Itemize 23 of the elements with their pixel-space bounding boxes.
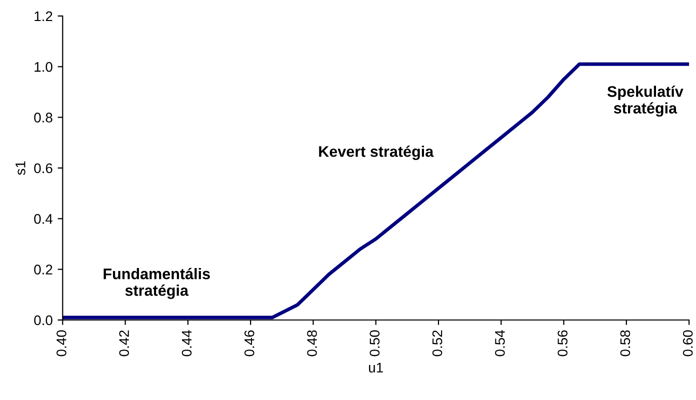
x-tick-label: 0.46	[244, 330, 254, 356]
x-tick-label: 0.54	[495, 330, 505, 356]
x-axis-title: u1	[369, 362, 383, 373]
y-axis-title: s1	[16, 161, 26, 175]
y-tick-label: 0.4	[34, 214, 53, 224]
y-tick-label: 0.6	[34, 163, 52, 174]
x-tick-label: 0.44	[182, 330, 192, 356]
x-tick-label: 0.42	[119, 330, 130, 356]
x-tick-label: 0.48	[307, 330, 317, 356]
y-tick-label: 0.2	[34, 264, 52, 275]
x-tick-label: 0.58	[620, 330, 630, 356]
x-tick-label: 0.52	[432, 330, 442, 356]
annotation: Fundamentális stratégia	[104, 268, 210, 299]
y-tick-label: 1.0	[34, 62, 52, 72]
x-tick-label: 0.40	[56, 330, 66, 356]
y-tick-label: 1.2	[34, 11, 52, 22]
x-tick-label: 0.60	[682, 330, 693, 356]
y-tick-label: 0.0	[34, 315, 52, 326]
x-tick-label: 0.56	[558, 330, 568, 356]
x-tick-label: 0.50	[370, 330, 380, 356]
y-tick-label: 0.8	[34, 112, 52, 123]
annotation: Spekulatív stratégia	[607, 86, 684, 117]
annotation: Kevert stratégia	[319, 146, 434, 160]
